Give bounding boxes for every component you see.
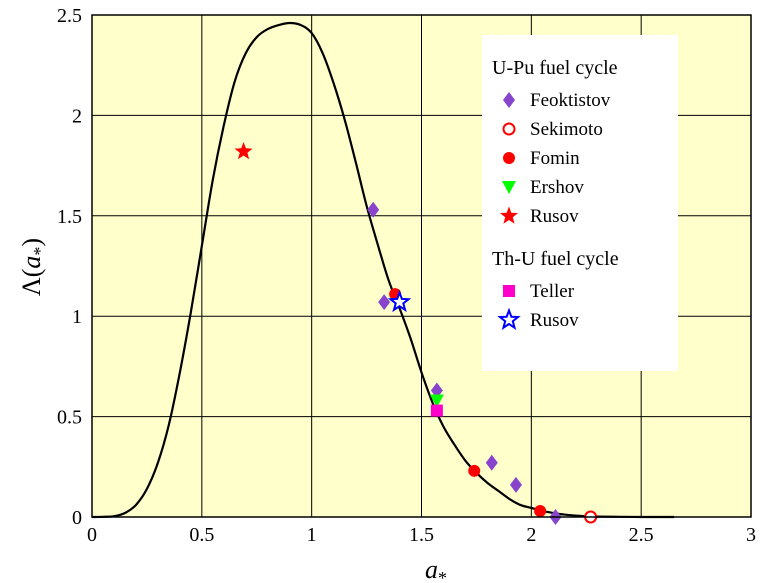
- plot-frame: [91, 14, 752, 518]
- x-tick-label: 2: [526, 524, 536, 546]
- y-axis-label: Λ(a*): [17, 238, 50, 296]
- marker-fomin: [468, 464, 481, 477]
- legend-marker-sekimoto: [502, 122, 516, 136]
- legend-marker-rusov: [497, 307, 521, 330]
- x-tick-label: 1: [307, 524, 317, 546]
- marker-feoktistov: [367, 201, 380, 218]
- legend-label-ershov: Ershov: [530, 177, 584, 198]
- legend-label-teller: Teller: [530, 281, 575, 302]
- y-tick-label: 2.5: [57, 5, 82, 27]
- legend-label-sekimoto: Sekimoto: [530, 119, 603, 140]
- legend-label-rusov: Rusov: [530, 310, 579, 331]
- y-tick-label: 0.5: [57, 407, 82, 429]
- x-tick-label: 0.5: [189, 524, 214, 546]
- legend-label-rusov: Rusov: [530, 206, 579, 227]
- legend-marker-feoktistov: [503, 92, 515, 108]
- x-tick-label: 0: [87, 524, 97, 546]
- curve-layer: [91, 21, 675, 519]
- y-tick-labels: 0 0.5 1 1.5 2 2.5: [57, 5, 82, 529]
- legend-heading: Th-U fuel cycle: [492, 248, 619, 270]
- y-tick-label: 1.5: [57, 206, 82, 228]
- legend-marker-rusov: [499, 206, 519, 224]
- y-tick-label: 2: [72, 105, 82, 127]
- y-tick-label: 0: [72, 507, 82, 529]
- y-tick-label: 1: [72, 306, 82, 328]
- legend-label-feoktistov: Feoktistov: [530, 90, 611, 111]
- x-tick-label: 3: [746, 524, 756, 546]
- marker-feoktistov: [509, 476, 522, 493]
- x-axis-label: a*: [425, 555, 447, 583]
- marker-fomin: [534, 504, 547, 517]
- data-markers: [234, 142, 598, 525]
- legend-label-fomin: Fomin: [530, 148, 580, 169]
- marker-feoktistov: [378, 294, 391, 311]
- marker-rusov: [234, 142, 253, 160]
- legend-box: [482, 35, 678, 371]
- legend-marker-teller: [503, 285, 515, 297]
- legend-heading: U-Pu fuel cycle: [492, 57, 618, 79]
- marker-feoktistov: [430, 382, 443, 399]
- x-tick-label: 1.5: [409, 524, 434, 546]
- marker-feoktistov: [485, 454, 498, 471]
- marker-rusov: [387, 289, 412, 313]
- legend: U-Pu fuel cycle Feoktistov Sekimoto Fomin Er…: [482, 35, 678, 371]
- legend-marker-ershov: [502, 181, 516, 194]
- x-tick-label: 2.5: [629, 524, 654, 546]
- x-tick-labels: 0 0.5 1 1.5 2 2.5 3: [87, 524, 756, 546]
- marker-teller: [430, 404, 443, 417]
- legend-marker-fomin: [503, 152, 515, 164]
- model-curve: [91, 21, 675, 519]
- marker-ershov: [429, 394, 444, 408]
